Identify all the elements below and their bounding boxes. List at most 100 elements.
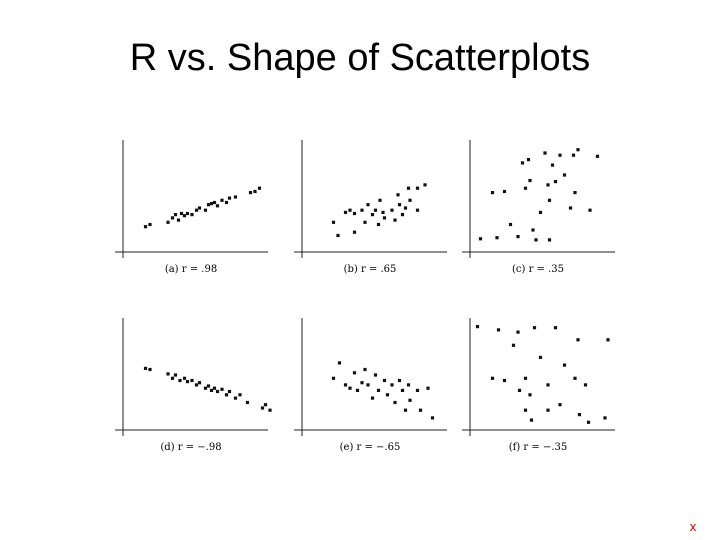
point	[546, 183, 550, 187]
point	[523, 408, 528, 412]
point	[397, 378, 402, 383]
footer-mark: x	[690, 519, 697, 534]
point	[543, 151, 547, 155]
point	[376, 388, 381, 392]
point	[370, 213, 375, 217]
point	[224, 200, 229, 205]
point	[352, 371, 357, 375]
point	[355, 388, 360, 392]
point	[528, 393, 532, 397]
point	[406, 383, 411, 387]
point	[194, 383, 199, 387]
point	[366, 203, 370, 207]
point	[511, 343, 516, 347]
point	[360, 208, 364, 212]
point	[363, 220, 367, 224]
point	[215, 389, 220, 394]
point	[197, 381, 202, 385]
point	[393, 218, 397, 222]
point	[430, 416, 435, 420]
point	[336, 233, 340, 238]
point	[502, 378, 507, 383]
point	[260, 406, 265, 410]
point	[248, 191, 253, 195]
point	[400, 213, 405, 217]
point	[571, 153, 576, 157]
point	[212, 200, 217, 205]
point	[178, 378, 182, 383]
point	[586, 420, 591, 424]
point	[238, 393, 242, 397]
point	[595, 154, 600, 158]
point	[475, 325, 480, 329]
panel-caption: (e) r = −.65	[340, 442, 401, 453]
point	[558, 403, 562, 407]
point	[143, 366, 148, 370]
point	[577, 413, 582, 417]
point	[390, 208, 394, 212]
point	[528, 178, 532, 183]
point	[526, 158, 531, 162]
point	[423, 183, 427, 187]
point	[352, 211, 357, 216]
point	[547, 198, 552, 202]
point	[190, 213, 194, 217]
point	[197, 206, 202, 210]
point	[490, 191, 495, 195]
point	[550, 163, 555, 167]
point	[508, 222, 513, 227]
point	[370, 396, 375, 400]
point	[516, 235, 520, 239]
point	[576, 338, 580, 342]
point	[588, 208, 592, 212]
point	[546, 383, 550, 387]
point	[520, 161, 525, 165]
point	[382, 378, 387, 383]
point	[331, 376, 336, 380]
point	[373, 208, 378, 212]
point	[381, 210, 385, 214]
point	[212, 386, 217, 390]
point	[478, 237, 483, 241]
point	[194, 208, 199, 212]
point	[553, 180, 558, 184]
point	[573, 191, 577, 195]
point	[583, 383, 588, 387]
point	[390, 383, 394, 387]
point	[363, 367, 367, 372]
point	[415, 186, 420, 190]
point	[170, 376, 175, 380]
point	[227, 196, 232, 200]
point	[403, 408, 408, 412]
point	[176, 218, 181, 222]
point	[397, 203, 402, 207]
point	[393, 400, 397, 405]
point	[185, 211, 190, 216]
point	[408, 198, 412, 202]
point	[166, 220, 170, 224]
point	[576, 148, 580, 152]
point	[206, 384, 211, 388]
point	[496, 328, 501, 332]
point	[203, 386, 208, 390]
point	[415, 208, 420, 212]
point	[502, 189, 507, 194]
point	[562, 363, 567, 367]
point	[538, 355, 543, 359]
point	[406, 186, 411, 190]
point	[220, 198, 224, 202]
point	[209, 388, 214, 392]
point	[546, 408, 550, 412]
panel-caption: (a) r = .98	[165, 264, 217, 275]
point	[173, 213, 178, 217]
point	[185, 380, 190, 384]
panel-caption: (b) r = .65	[344, 264, 397, 275]
point	[331, 220, 336, 224]
point	[547, 238, 552, 242]
point	[348, 386, 352, 390]
point	[418, 408, 423, 412]
point	[532, 326, 537, 330]
point	[215, 204, 220, 208]
panel-caption: (f) r = −.35	[509, 442, 567, 453]
point	[253, 189, 257, 194]
